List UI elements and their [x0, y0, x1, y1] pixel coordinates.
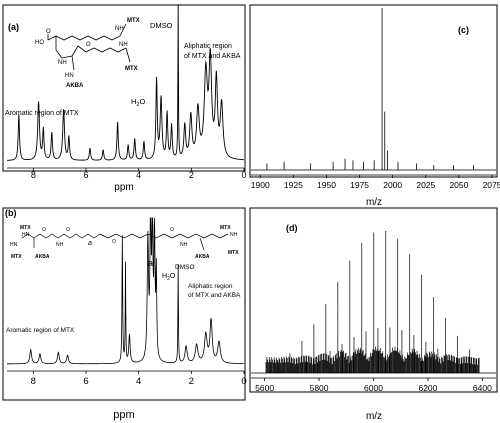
- annotation-aliphatic-region: Aliphatic region of MTX and AKBA: [188, 283, 241, 299]
- panel-c-label: (c): [458, 25, 469, 35]
- structure-label: MTX: [127, 18, 140, 24]
- x-tick-label: 5600: [255, 383, 274, 393]
- structure-label: O: [170, 227, 174, 233]
- annotation-aliphatic-line-1: Aliphatic region: [188, 283, 233, 290]
- x-tick-label: 6400: [473, 383, 492, 393]
- structure-label: O: [86, 42, 91, 48]
- structure-label: AKBA: [35, 254, 50, 260]
- structure-label: HN: [65, 73, 74, 79]
- structure-label: MTX: [228, 250, 239, 256]
- x-axis-ticks: 5600 5800 6000 6200 6400: [251, 377, 496, 393]
- spectrum-trace: [7, 217, 245, 365]
- panel-b-structure: [21, 233, 229, 251]
- structure-label: AKBA: [195, 254, 210, 260]
- structure-label: a: [88, 240, 92, 247]
- annotation-peak-a: a: [148, 258, 153, 268]
- x-axis-ticks: 8 6 4 2 0: [7, 167, 247, 180]
- structure-label: HN: [10, 242, 18, 248]
- panel-a-structure: [47, 23, 131, 71]
- x-axis-ticks: 1900 1925 1950 1975 2000 2025 2050 2075: [251, 174, 500, 190]
- structure-label: MTX: [20, 225, 31, 231]
- annotation-h2o: H2O: [162, 273, 176, 282]
- panel-a-nmr-spectrum: (a) HO O NH MTX HN AKBA NH MTX O NH DMSO…: [2, 4, 247, 193]
- structure-label: HO: [35, 40, 44, 46]
- x-tick-label: 1925: [284, 180, 303, 190]
- x-tick-label: 2: [189, 376, 194, 387]
- annotation-aliphatic-line-1: Aliphatic region: [184, 43, 232, 50]
- x-tick-label: 1900: [251, 180, 270, 190]
- spectrum-trace: [251, 8, 496, 171]
- x-tick-label: 6: [83, 170, 88, 180]
- x-axis-label: ppm: [113, 409, 134, 421]
- x-tick-label: 6: [83, 376, 88, 387]
- structure-label: NH: [180, 242, 188, 248]
- x-axis-label: m/z: [366, 197, 382, 208]
- structure-label: MTX: [11, 254, 22, 260]
- annotation-dmso: DMSO: [175, 264, 195, 271]
- annotation-h2o: H2O: [131, 97, 145, 108]
- annotation-dmso: DMSO: [150, 21, 173, 30]
- structure-label: NH: [119, 42, 128, 48]
- x-tick-label: 0: [241, 170, 246, 180]
- panel-c-frame: [249, 4, 498, 178]
- panel-b-frame: [2, 207, 246, 401]
- x-tick-label: 2050: [449, 180, 468, 190]
- panel-a-label: (a): [8, 22, 19, 32]
- structure-label: NH: [58, 60, 67, 66]
- x-tick-label: 8: [31, 376, 36, 387]
- x-tick-label: 4: [136, 170, 141, 180]
- panel-d-frame: [249, 207, 498, 393]
- x-tick-label: 6000: [364, 383, 383, 393]
- x-tick-label: 5800: [310, 383, 329, 393]
- annotation-aromatic-region: Aromatic region of MTX: [5, 110, 79, 117]
- x-tick-label: 1950: [317, 180, 336, 190]
- x-tick-label: 2025: [416, 180, 435, 190]
- x-axis-label: ppm: [114, 182, 133, 193]
- x-tick-label: 1975: [350, 180, 369, 190]
- panel-d-label: (d): [286, 223, 298, 233]
- annotation-aliphatic-line-2: of MTX and AKBA: [188, 292, 241, 299]
- panel-d-mass-spectrum: (d) 5600 5800 6000 6200 6400 m/z: [249, 207, 498, 422]
- x-tick-label: 2075: [483, 180, 500, 190]
- structure-label: O: [42, 227, 46, 233]
- annotation-aromatic-region: Aromatic region of MTX: [6, 327, 75, 334]
- structure-label: NH: [230, 232, 238, 238]
- structure-label: O: [112, 239, 116, 245]
- spectrum-trace: [251, 230, 496, 374]
- x-tick-label: 8: [31, 170, 36, 180]
- x-tick-label: 4: [136, 376, 141, 387]
- panel-a-frame: [2, 4, 246, 172]
- structure-label: NH: [115, 26, 124, 32]
- x-tick-label: 0: [241, 376, 246, 387]
- structure-label: O: [66, 227, 70, 233]
- structure-label: O: [46, 29, 51, 35]
- annotation-aliphatic-line-2: of MTX and AKBA: [184, 53, 241, 60]
- x-tick-label: 2: [189, 170, 194, 180]
- structure-label: MTX: [220, 225, 231, 231]
- spectrum-trace: [6, 4, 245, 161]
- panel-b-label: (b): [5, 208, 17, 218]
- panel-c-mass-spectrum: (c) 1900 1925 1950 1975 2000 2025 2050 2075 m/z: [249, 4, 500, 208]
- x-tick-label: 2000: [383, 180, 402, 190]
- annotation-aliphatic-region: Aliphatic region of MTX and AKBA: [184, 43, 241, 60]
- x-axis-label: m/z: [366, 411, 382, 422]
- panel-b-nmr-spectrum: (b) MTX HN O NH MTX AKBA HN O a O O MTX …: [2, 207, 247, 421]
- x-axis-ticks: 8 6 4 2 0: [7, 370, 247, 387]
- structure-label: HN: [22, 232, 30, 238]
- structure-label: NH: [56, 242, 64, 248]
- structure-label: MTX: [125, 66, 138, 72]
- x-tick-label: 6200: [418, 383, 437, 393]
- structure-label: AKBA: [66, 83, 84, 89]
